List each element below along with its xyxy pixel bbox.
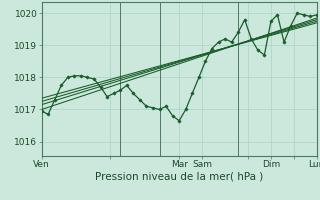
X-axis label: Pression niveau de la mer( hPa ): Pression niveau de la mer( hPa ) — [95, 172, 263, 182]
